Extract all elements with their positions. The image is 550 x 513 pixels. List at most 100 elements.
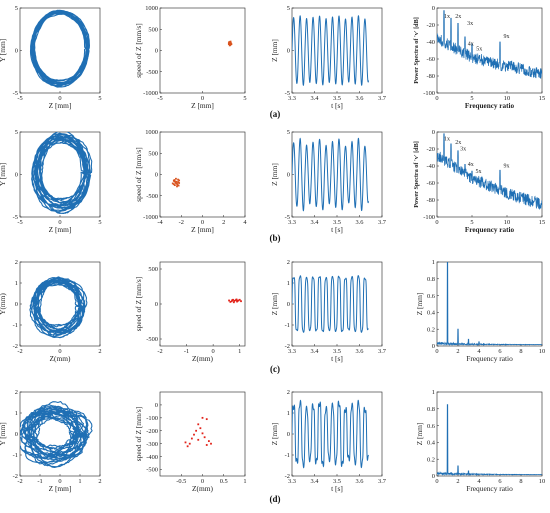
panel-2-2-time: 3.3 3.4 3.5 3.6 3.7 -2 -1 0 1 2 t [s] Z [mm] <box>270 259 387 363</box>
y-axis-label: Power Spectra of 'v' [dB] <box>413 141 420 208</box>
poincare-point <box>205 418 208 421</box>
x-tick-label: 3.3 <box>288 348 296 355</box>
x-tick-label: 1 <box>243 478 246 485</box>
x-tick-label: 10 <box>539 478 545 485</box>
y-tick-label: -60 <box>426 56 435 63</box>
x-tick-label: 0 <box>201 219 204 226</box>
poincare-point <box>177 178 179 181</box>
y-axis-label: Z [mm] <box>415 423 424 446</box>
x-tick-label: 10 <box>539 348 545 355</box>
y-tick-label: 0.4 <box>427 440 436 447</box>
poincare-point <box>173 179 176 181</box>
x-tick-label: 1 <box>78 478 81 485</box>
x-tick-label: 2 <box>456 348 459 355</box>
y-tick-label: -40 <box>426 39 435 46</box>
y-tick-label: 0.8 <box>427 406 435 413</box>
y-tick-label: 0 <box>287 48 290 55</box>
poincare-point <box>238 298 241 301</box>
poincare-point <box>173 184 176 187</box>
axes-frame <box>159 7 246 94</box>
poincare-point <box>210 442 212 445</box>
x-tick-label: 3.3 <box>288 478 296 485</box>
orbit-trace <box>29 276 88 339</box>
x-tick-label: 3.4 <box>311 348 320 355</box>
y-tick-label: -80 <box>426 197 435 204</box>
y-tick-label: -40 <box>426 163 435 170</box>
y-tick-label: -1 <box>13 452 18 459</box>
y-tick-label: 1 <box>287 280 290 287</box>
poincare-point <box>227 42 230 44</box>
poincare-point <box>176 183 179 186</box>
y-tick-label: -500 <box>146 193 158 200</box>
x-axis-label: Frequency ratio <box>466 354 513 363</box>
poincare-point <box>201 416 204 419</box>
y-tick-label: 0.4 <box>427 310 436 317</box>
poincare-point <box>228 299 230 302</box>
harmonic-annotation: 5x <box>476 47 482 53</box>
harmonic-annotation: 2x <box>455 14 461 20</box>
y-tick-label: 500 <box>148 266 158 273</box>
poincare-point <box>205 444 208 446</box>
poincare-point <box>233 299 236 302</box>
y-tick-label: -80 <box>426 73 435 80</box>
x-tick-label: 0 <box>435 219 438 226</box>
x-tick-label: 2 <box>456 478 459 485</box>
y-tick-label: 5 <box>287 129 290 136</box>
y-axis-label: speed of Z [mm/s] <box>134 277 143 331</box>
y-tick-label: -1 <box>285 452 290 459</box>
x-tick-label: 3.3 <box>288 219 296 226</box>
y-tick-label: -2 <box>13 343 18 350</box>
y-tick-label: 0.2 <box>427 456 435 463</box>
x-tick-label: 5 <box>98 219 101 226</box>
x-axis-label: t [s] <box>331 225 343 234</box>
harmonic-annotation: 1x <box>444 14 450 20</box>
poincare-point <box>188 442 191 445</box>
axes-frame <box>436 131 543 218</box>
y-tick-label: -500 <box>146 336 158 343</box>
poincare-point <box>199 427 202 430</box>
y-tick-label: 1 <box>432 389 435 396</box>
harmonic-annotation: 9x <box>504 34 510 40</box>
x-tick-label: 3.5 <box>333 219 341 226</box>
axes-frame <box>436 7 543 94</box>
poincare-point <box>235 298 238 301</box>
x-axis-label: Z [mm] <box>49 101 72 110</box>
harmonic-annotation: 4x <box>468 162 474 168</box>
y-axis-label: speed of Z [mm/s] <box>134 407 143 461</box>
poincare-point <box>176 185 178 188</box>
poincare-point <box>177 184 180 187</box>
panel-0-3-spectrum: 0 5 10 15 -100 -80 -60 -40 -20 0 Frequency ratio Po… <box>413 5 545 110</box>
poincare-point <box>177 181 179 184</box>
poincare-point <box>175 177 177 180</box>
x-tick-label: 0 <box>58 95 61 102</box>
panel-3-1-poincare: -0.5 0 0.5 1-500-400-300-200-1000Z(mm)speed… <box>134 391 247 493</box>
poincare-point <box>203 436 206 439</box>
time-series-line <box>292 15 369 86</box>
y-axis-label: Z [mm] <box>270 423 279 446</box>
x-tick-label: -2 <box>17 348 22 355</box>
x-axis-label: Frequency ratio <box>465 226 515 234</box>
y-tick-label: 5 <box>287 5 290 12</box>
x-tick-label: -5 <box>17 95 22 102</box>
x-tick-label: 8 <box>519 348 522 355</box>
x-tick-label: 0 <box>58 348 61 355</box>
x-tick-label: 3.4 <box>311 219 320 226</box>
y-tick-label: -1 <box>285 322 290 329</box>
y-tick-label: 0 <box>287 431 290 438</box>
y-tick-label: -100 <box>423 214 435 221</box>
poincare-point <box>184 441 187 444</box>
x-axis-label: Z(mm) <box>192 354 213 363</box>
y-axis-label: Z [mm] <box>270 163 279 186</box>
y-tick-label: 0 <box>155 172 158 179</box>
y-tick-label: -300 <box>146 441 158 448</box>
x-tick-label: -2 <box>179 219 184 226</box>
y-tick-label: 0 <box>15 48 18 55</box>
y-tick-label: -100 <box>423 90 435 97</box>
x-tick-label: 3.5 <box>333 95 341 102</box>
y-tick-label: 2 <box>287 389 290 396</box>
y-tick-label: -20 <box>426 146 435 153</box>
y-tick-label: 0.2 <box>427 326 435 333</box>
harmonic-annotation: 3x <box>460 147 466 153</box>
y-tick-label: 0.6 <box>427 293 435 300</box>
y-tick-label: 0 <box>432 473 435 480</box>
